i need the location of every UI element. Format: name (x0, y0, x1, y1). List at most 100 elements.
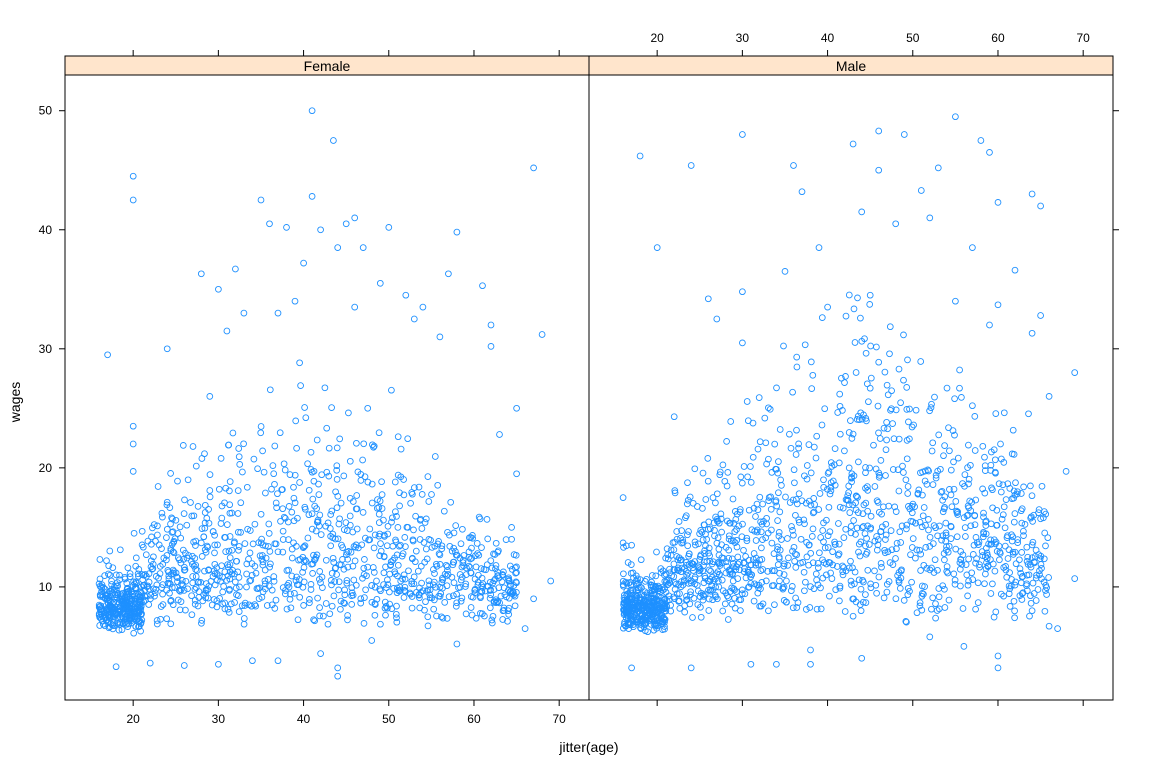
data-point (789, 527, 796, 534)
data-point (344, 563, 352, 571)
data-point (1012, 560, 1020, 568)
data-point (755, 394, 763, 401)
data-point (1036, 571, 1043, 579)
data-point (234, 510, 242, 517)
data-point (332, 564, 340, 572)
x-tick-label-bottom: 30 (212, 712, 226, 726)
data-point (265, 530, 273, 537)
data-point (288, 572, 296, 580)
data-point (145, 585, 153, 593)
data-point (233, 557, 241, 565)
data-point (223, 577, 231, 584)
data-point (798, 188, 806, 196)
data-point (232, 265, 239, 273)
data-point (448, 547, 456, 555)
data-point (439, 576, 447, 584)
data-point (268, 586, 276, 594)
data-point (223, 521, 231, 528)
data-point (305, 486, 313, 494)
data-point (380, 516, 387, 524)
data-point (1003, 573, 1011, 581)
data-point (462, 580, 470, 588)
data-point (824, 485, 831, 493)
data-point (1027, 599, 1035, 607)
data-point (239, 468, 246, 476)
data-point (620, 624, 627, 632)
data-point (1043, 591, 1050, 598)
data-point (774, 561, 782, 569)
data-point (971, 447, 979, 454)
data-point (382, 611, 389, 619)
data-point (1016, 556, 1023, 564)
data-point (291, 471, 299, 479)
data-point (808, 533, 816, 540)
data-point (829, 548, 836, 556)
data-point (271, 442, 279, 450)
data-point (844, 497, 852, 504)
data-point (780, 571, 788, 578)
data-point (233, 591, 240, 599)
data-point (934, 532, 941, 540)
data-point (203, 514, 211, 522)
data-point (284, 581, 291, 589)
data-point (271, 480, 278, 488)
data-point (768, 567, 776, 574)
data-point (667, 601, 674, 609)
data-point (283, 224, 290, 231)
data-point (369, 441, 376, 449)
data-point (824, 470, 832, 477)
data-point (127, 614, 134, 621)
data-point (836, 584, 844, 592)
data-point (1002, 496, 1010, 503)
data-point (355, 544, 362, 552)
data-point (786, 430, 793, 438)
data-point (866, 291, 874, 299)
data-point (758, 556, 766, 563)
data-point (785, 554, 792, 562)
data-point (102, 591, 109, 599)
data-point (105, 570, 112, 578)
data-point (903, 618, 910, 626)
data-point (1045, 574, 1052, 581)
data-point (427, 536, 434, 544)
data-point (739, 520, 746, 528)
data-point (118, 590, 126, 597)
data-point (148, 540, 155, 548)
data-point (773, 660, 780, 668)
data-point (336, 515, 343, 523)
data-point (293, 444, 300, 452)
data-point (850, 472, 858, 480)
data-point (675, 567, 682, 574)
data-point (842, 525, 850, 533)
data-point (116, 546, 124, 554)
data-point (935, 585, 943, 592)
y-tick-label: 20 (39, 461, 53, 475)
data-point (736, 508, 744, 516)
data-point (362, 586, 369, 594)
data-point (145, 578, 153, 586)
data-point (676, 605, 684, 612)
data-point (382, 563, 389, 571)
data-point (913, 546, 921, 554)
data-point (497, 592, 505, 600)
data-point (469, 593, 477, 601)
data-point (299, 544, 307, 551)
data-point (964, 592, 971, 600)
data-point (942, 519, 950, 527)
data-point (743, 537, 751, 545)
data-point (777, 476, 784, 484)
data-point (301, 503, 309, 511)
data-point (280, 513, 288, 521)
data-point (872, 581, 880, 589)
data-point (301, 404, 308, 411)
data-point (315, 480, 322, 488)
data-point (853, 416, 861, 423)
data-point (1019, 573, 1026, 580)
data-point (679, 581, 687, 589)
data-point (928, 400, 935, 408)
data-point (197, 539, 205, 547)
data-point (200, 591, 208, 598)
data-point (992, 410, 1000, 417)
data-point (225, 547, 233, 555)
data-point (937, 465, 944, 473)
